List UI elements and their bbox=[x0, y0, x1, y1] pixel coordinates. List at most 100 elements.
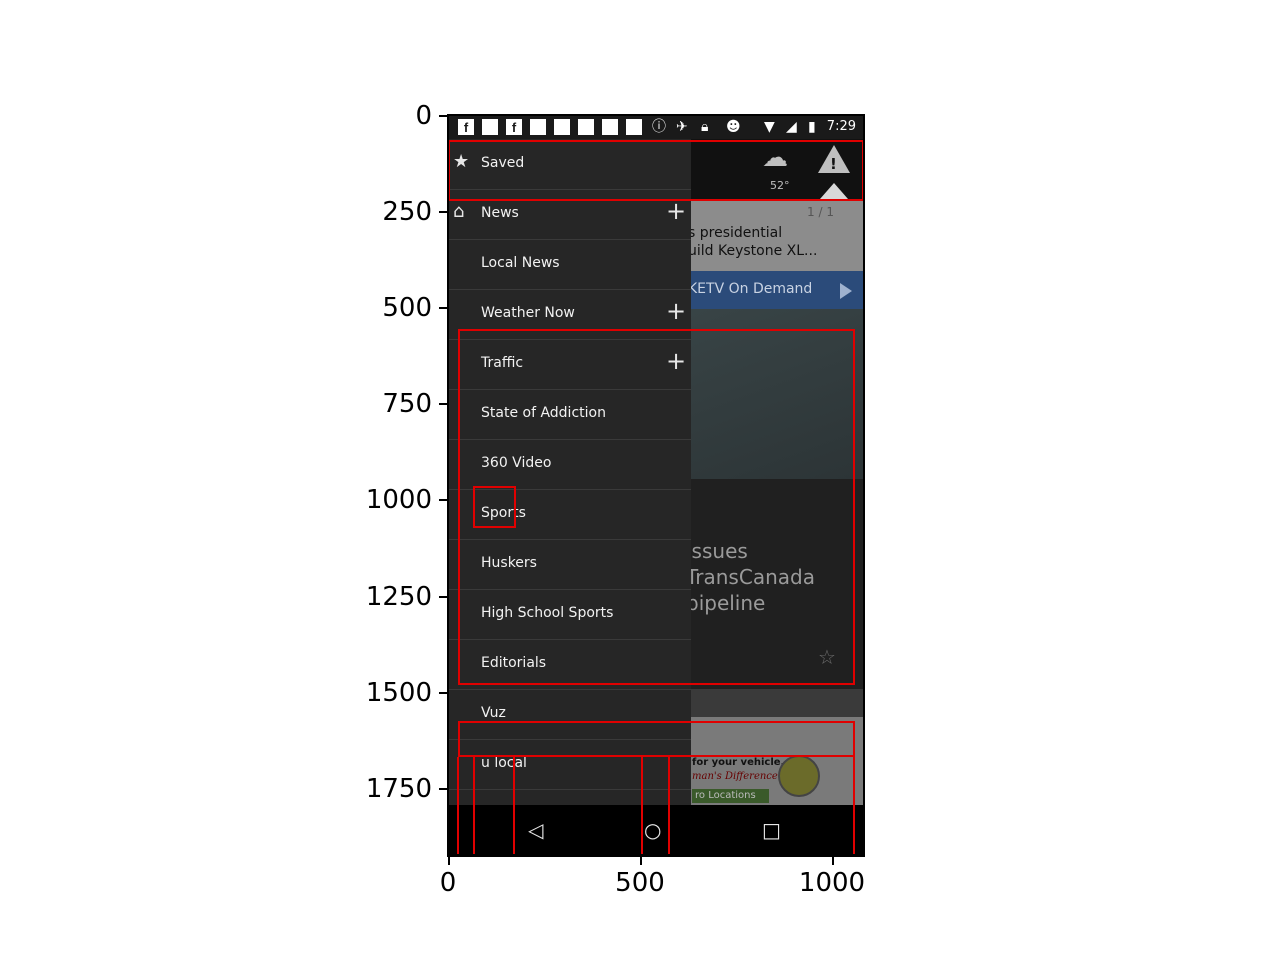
headline-line-2: uild Keystone XL... bbox=[688, 243, 818, 259]
on-demand-label: KETV On Demand bbox=[688, 281, 813, 297]
story-title-line-1: issues bbox=[686, 539, 748, 563]
headline-pager: 1 / 1 bbox=[807, 205, 834, 219]
ad-badge-icon bbox=[778, 755, 820, 797]
x-tickmark bbox=[832, 856, 834, 865]
satellite-icon: ✈ bbox=[676, 119, 688, 135]
x-tickmark bbox=[640, 856, 642, 865]
drawer-item-label: u local bbox=[481, 755, 527, 771]
drawer-item-weather-now[interactable]: Weather Now + bbox=[448, 289, 691, 340]
notification-icon bbox=[554, 119, 570, 135]
notification-icon bbox=[530, 119, 546, 135]
drawer-item-label: Editorials bbox=[481, 655, 547, 671]
notification-icon bbox=[602, 119, 618, 135]
annotation-box-ad bbox=[458, 721, 855, 757]
home-button[interactable]: ○ bbox=[644, 818, 662, 842]
battery-icon: ▮ bbox=[808, 119, 816, 135]
alert-icon[interactable] bbox=[818, 145, 850, 173]
play-icon[interactable] bbox=[840, 283, 852, 299]
drawer-item-vuz[interactable]: Vuz bbox=[448, 689, 691, 740]
drawer-item-local-news[interactable]: Local News bbox=[448, 239, 691, 290]
save-star-icon[interactable]: ☆ bbox=[818, 645, 836, 669]
phone-screenshot: ☁ 52° ! 1 / 1 s presidential uild Keysto… bbox=[448, 115, 864, 856]
annotation-line bbox=[853, 757, 855, 854]
drawer-item-news[interactable]: ⌂ News + bbox=[448, 189, 691, 240]
y-tickmark bbox=[439, 211, 448, 213]
notification-icon bbox=[578, 119, 594, 135]
drawer-item-label: Traffic bbox=[481, 355, 524, 371]
no-signal-icon: ◢ bbox=[786, 119, 797, 135]
y-tickmark bbox=[439, 403, 448, 405]
annotation-line bbox=[473, 757, 475, 854]
y-tick-250: 250 bbox=[382, 197, 432, 227]
navigation-drawer: ★ Saved ⌂ News + Local News Weather Now … bbox=[448, 139, 691, 805]
drawer-item-label: Vuz bbox=[481, 705, 506, 721]
y-tickmark bbox=[439, 499, 448, 501]
ad-text-2: man's Difference! bbox=[692, 771, 782, 782]
dropdown-caret bbox=[820, 183, 848, 199]
annotation-line bbox=[641, 757, 643, 854]
android-icon: ☻ bbox=[726, 119, 741, 135]
drawer-item-state-of-addiction[interactable]: State of Addiction bbox=[448, 389, 691, 440]
status-bar: f f ⓘ ✈ 🔒︎ ☻ ▼ ◢ ▮ 7:29 bbox=[448, 115, 864, 139]
home-icon: ⌂ bbox=[453, 201, 465, 222]
recents-button[interactable]: □ bbox=[762, 818, 781, 842]
annotation-line bbox=[668, 757, 670, 854]
status-time: 7:29 bbox=[826, 119, 856, 134]
bottom-spine bbox=[447, 855, 865, 857]
drawer-item-u-local[interactable]: u local bbox=[448, 739, 691, 790]
star-icon: ★ bbox=[453, 151, 470, 172]
alert-exclamation: ! bbox=[830, 155, 837, 173]
drawer-item-high-school-sports[interactable]: High School Sports bbox=[448, 589, 691, 640]
x-tick-1000: 1000 bbox=[798, 868, 866, 898]
x-tick-0: 0 bbox=[439, 868, 457, 898]
story-title-line-3: pipeline bbox=[686, 591, 766, 615]
x-tick-500: 500 bbox=[615, 868, 665, 898]
y-tick-0: 0 bbox=[415, 101, 432, 131]
drawer-item-traffic[interactable]: Traffic + bbox=[448, 339, 691, 390]
expand-plus-icon[interactable]: + bbox=[666, 197, 687, 225]
left-spine bbox=[447, 115, 449, 856]
story-title-line-2: TransCanada bbox=[686, 565, 815, 589]
back-button[interactable]: ◁ bbox=[528, 818, 544, 842]
wifi-icon: ▼ bbox=[764, 119, 775, 135]
annotation-box-content bbox=[458, 329, 855, 685]
notification-icon bbox=[482, 119, 498, 135]
expand-plus-icon[interactable]: + bbox=[666, 347, 687, 375]
y-tick-750: 750 bbox=[382, 389, 432, 419]
y-tick-1500: 1500 bbox=[365, 678, 432, 708]
navigation-bar: ◁ ○ □ bbox=[448, 805, 864, 856]
y-tickmark bbox=[439, 692, 448, 694]
y-tickmark bbox=[439, 115, 448, 117]
y-tickmark bbox=[439, 788, 448, 790]
drawer-item-label: News bbox=[481, 205, 519, 221]
lock-icon: 🔒︎ bbox=[701, 119, 709, 135]
top-spine bbox=[447, 114, 865, 116]
facebook-icon: f bbox=[458, 119, 474, 135]
annotation-box-sports bbox=[473, 486, 516, 528]
weather-cloud-icon[interactable]: ☁ bbox=[762, 143, 788, 173]
facebook-icon: f bbox=[506, 119, 522, 135]
headline-line-1: s presidential bbox=[688, 225, 783, 241]
drawer-item-label: Huskers bbox=[481, 555, 537, 571]
annotation-line bbox=[513, 757, 515, 854]
drawer-item-label: Weather Now bbox=[481, 305, 575, 321]
drawer-item-saved[interactable]: ★ Saved bbox=[448, 139, 691, 190]
drawer-item-label: Saved bbox=[481, 155, 525, 171]
drawer-item-label: 360 Video bbox=[481, 455, 552, 471]
y-tickmark bbox=[439, 596, 448, 598]
expand-plus-icon[interactable]: + bbox=[666, 297, 687, 325]
info-icon: ⓘ bbox=[652, 119, 666, 135]
y-tick-1250: 1250 bbox=[365, 582, 432, 612]
x-tickmark bbox=[448, 856, 450, 865]
ad-text-3: ro Locations bbox=[692, 789, 769, 803]
y-tick-1000: 1000 bbox=[365, 485, 432, 515]
drawer-item-360-video[interactable]: 360 Video bbox=[448, 439, 691, 490]
temperature-label: 52° bbox=[770, 179, 790, 192]
notification-icon bbox=[626, 119, 642, 135]
drawer-item-label: High School Sports bbox=[481, 605, 614, 621]
drawer-item-label: State of Addiction bbox=[481, 405, 606, 421]
drawer-item-editorials[interactable]: Editorials bbox=[448, 639, 691, 690]
y-tickmark bbox=[439, 307, 448, 309]
y-tick-500: 500 bbox=[382, 293, 432, 323]
drawer-item-huskers[interactable]: Huskers bbox=[448, 539, 691, 590]
